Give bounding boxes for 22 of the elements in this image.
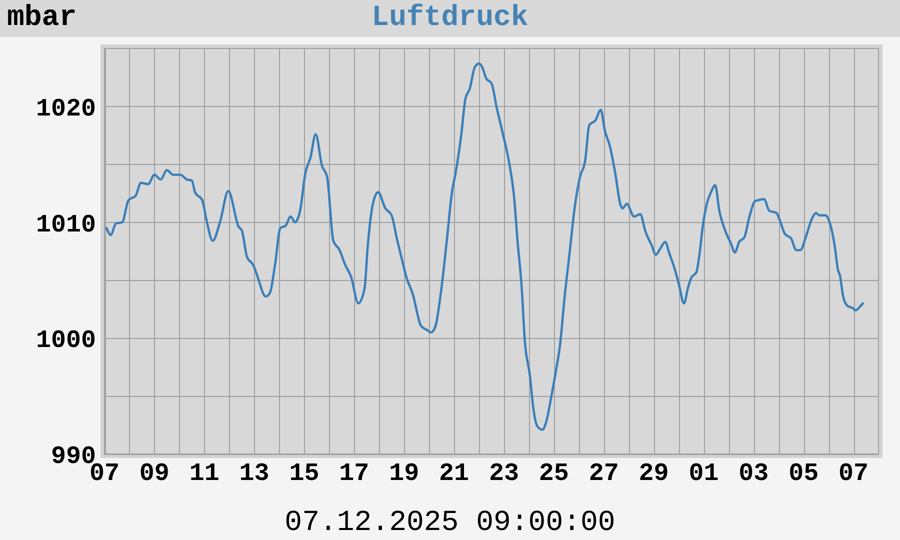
x-tick-label: 27	[588, 459, 619, 488]
x-tick-label: 25	[538, 459, 569, 488]
chart-title: Luftdruck	[372, 1, 528, 34]
x-tick-label: 11	[189, 459, 220, 488]
x-tick-label: 13	[239, 459, 270, 488]
line-series	[105, 62, 864, 431]
x-tick-label: 17	[339, 459, 370, 488]
x-tick-label: 03	[738, 459, 769, 488]
x-tick-label: 29	[638, 459, 669, 488]
x-tick-label: 07	[838, 459, 869, 488]
x-tick-label: 09	[139, 459, 170, 488]
x-tick-label: 01	[688, 459, 719, 488]
x-tick-label: 19	[389, 459, 420, 488]
x-tick-label: 15	[289, 459, 320, 488]
y-tick-label: 1010	[36, 210, 96, 240]
x-tick-label: 23	[488, 459, 519, 488]
y-tick-label: 1020	[36, 94, 96, 124]
x-tick-label: 05	[788, 459, 819, 488]
x-tick-label: 21	[439, 459, 470, 488]
text: 07.12.2025 09:00:00	[284, 506, 616, 539]
y-tick-label: 1000	[36, 326, 96, 356]
y-axis-title: mbar	[7, 1, 77, 34]
